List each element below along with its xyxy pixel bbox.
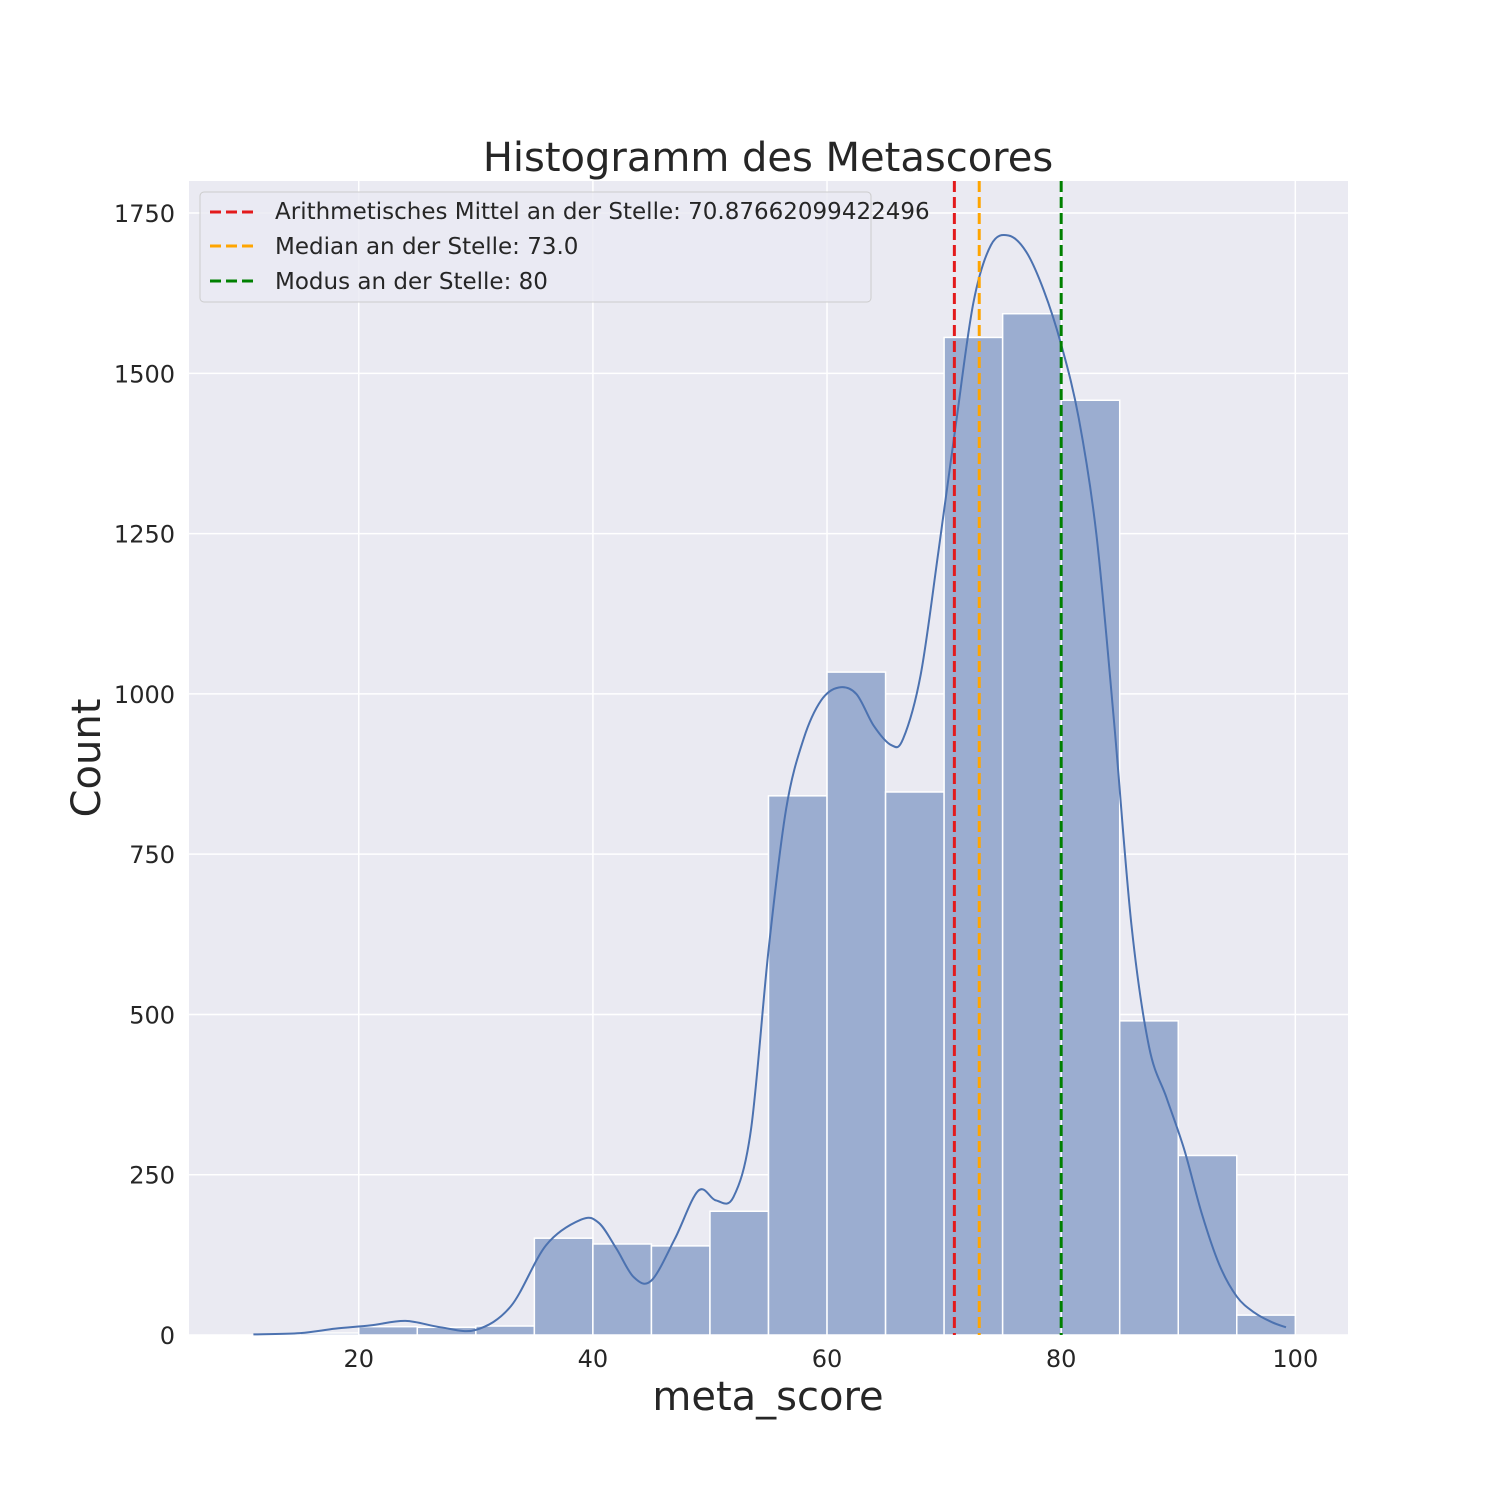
histogram-bar (767, 795, 828, 1336)
y-tick-label: 1250 (114, 521, 175, 549)
y-tick-label: 1750 (114, 200, 175, 228)
tick-labels: 0 250 500 750 1000 1250 1500 1750 20 40 60 80 100 (114, 200, 1318, 1373)
x-tick-label: 80 (1046, 1345, 1077, 1373)
x-axis-title: meta_score (652, 1374, 883, 1420)
histogram-bar (709, 1210, 770, 1336)
y-tick-label: 0 (160, 1322, 175, 1350)
x-tick-label: 60 (812, 1345, 843, 1373)
legend-box (199, 191, 872, 303)
histogram-bars (299, 312, 1297, 1336)
y-tick-label: 500 (129, 1001, 175, 1029)
reference-lines (952, 181, 1063, 1335)
kde-curve (253, 233, 1287, 1336)
chart-title: Histogramm des Metascores (483, 135, 1053, 181)
histogram-bar (358, 1325, 419, 1336)
histogram-bar (826, 671, 887, 1336)
histogram-bar (533, 1237, 594, 1336)
y-tick-label: 1500 (114, 360, 175, 388)
histogram-bar (650, 1245, 711, 1336)
x-tick-label: 100 (1272, 1345, 1318, 1373)
histogram-bar (884, 791, 945, 1336)
legend: Arithmetisches Mittel an der Stelle: 70.… (199, 191, 930, 303)
legend-label-median: Median an der Stelle: 73.0 (275, 234, 578, 260)
y-axis-title: Count (64, 699, 110, 818)
histogram-bar (1236, 1314, 1297, 1336)
kde-curve-group (253, 233, 1287, 1336)
y-tick-label: 750 (129, 841, 175, 869)
x-tick-label: 40 (578, 1345, 609, 1373)
y-tick-label: 250 (129, 1162, 175, 1190)
x-tick-label: 20 (343, 1345, 374, 1373)
legend-label-mean: Arithmetisches Mittel an der Stelle: 70.… (275, 199, 930, 225)
histogram-bar (1001, 312, 1062, 1336)
histogram-bar (1177, 1154, 1238, 1336)
histogram-bar (1118, 1020, 1179, 1336)
y-tick-label: 1000 (114, 681, 175, 709)
histogram-bar (299, 1332, 360, 1336)
legend-label-mode: Modus an der Stelle: 80 (275, 269, 548, 295)
histogram-bar (1060, 399, 1121, 1336)
